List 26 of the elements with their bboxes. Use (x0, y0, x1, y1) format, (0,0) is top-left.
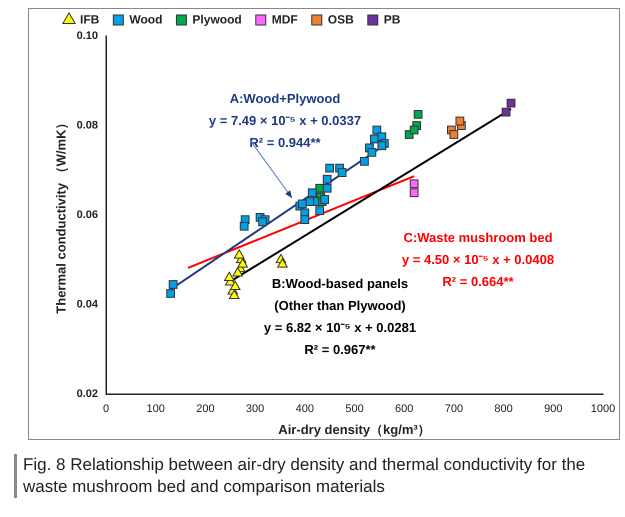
caption: Fig. 8 Relationship between air-dry density and thermal conductivity for the waste mushroom bed and comparison materials (14, 454, 611, 498)
x-tick-label: 600 (395, 402, 414, 415)
y-tick-label: 0.02 (76, 388, 98, 400)
x-tick-label: 1000 (590, 402, 616, 415)
x-tick-label: 900 (544, 402, 562, 415)
x-tick-label: 200 (196, 402, 215, 415)
legend-label: PB (384, 12, 401, 26)
x-tick-label: 0 (102, 402, 110, 415)
x-tick-label: 300 (246, 402, 264, 415)
legend-label: MDF (272, 12, 298, 26)
y-tick-label: 0.10 (76, 30, 98, 42)
y-tick-label: 0.08 (76, 120, 98, 132)
legend-label: Wood (129, 12, 162, 26)
x-tick-label: 100 (146, 402, 165, 415)
x-tick-label: 800 (494, 402, 513, 415)
legend-label: Plywood (192, 12, 242, 26)
y-tick-label: 0.06 (76, 209, 98, 222)
legend-label: OSB (328, 12, 354, 26)
x-tick-label: 400 (296, 402, 314, 415)
x-axis-title: Air-dry density（kg/m³） (278, 422, 431, 437)
annotation: B:Wood-based panels (Other than Plywood) y = 6.82 × 10⁻⁵ x + 0.0281 R² = 0.967** (264, 276, 416, 358)
x-tick-label: 500 (345, 402, 364, 415)
legend-label: IFB (80, 12, 100, 26)
y-tick-label: 0.04 (76, 298, 99, 311)
y-axis-title: Thermal conductivity （W/mK） (53, 116, 68, 314)
x-tick-label: 700 (444, 402, 464, 415)
